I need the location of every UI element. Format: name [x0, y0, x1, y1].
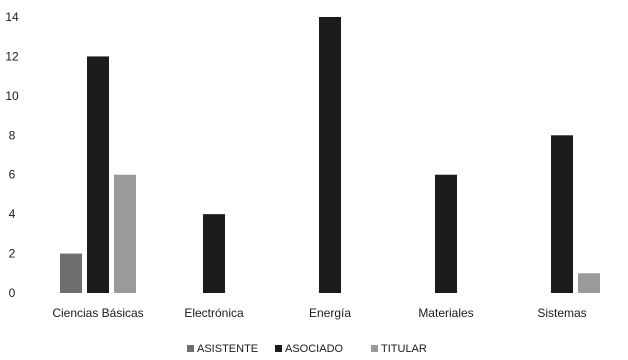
legend-swatch-asistente [187, 345, 194, 352]
x-category-label: Electrónica [184, 306, 244, 320]
legend-swatch-titular [371, 345, 378, 352]
bar-asociado-2 [319, 17, 341, 293]
y-tick-label: 0 [9, 286, 16, 300]
bar-asociado-3 [435, 174, 457, 293]
x-category-label: Sistemas [537, 306, 586, 320]
bar-titular-4 [578, 273, 600, 293]
legend-label-asociado: ASOCIADO [285, 343, 344, 355]
x-category-label: Materiales [418, 306, 473, 320]
bar-asistente-0 [60, 253, 82, 293]
y-axis-ticks: 0 2 4 6 8 10 12 14 [5, 10, 19, 300]
y-tick-label: 4 [9, 207, 16, 221]
legend-label-asistente: ASISTENTE [197, 343, 258, 355]
y-tick-label: 8 [9, 128, 16, 142]
bar-asociado-4 [551, 135, 573, 293]
y-tick-label: 2 [9, 247, 16, 261]
bar-titular-0 [114, 174, 136, 293]
y-tick-label: 6 [9, 168, 16, 182]
bars [60, 17, 600, 293]
y-tick-label: 14 [5, 10, 19, 24]
bar-asociado-1 [203, 214, 225, 293]
y-tick-label: 12 [5, 49, 19, 63]
x-category-label: Energía [309, 306, 351, 320]
legend-label-titular: TITULAR [381, 343, 427, 355]
y-tick-label: 10 [5, 89, 19, 103]
x-category-label: Ciencias Básicas [52, 306, 143, 320]
x-axis-labels: Ciencias Básicas Electrónica Energía Materi… [52, 306, 586, 320]
legend: ASISTENTE ASOCIADO TITULAR [187, 343, 427, 355]
legend-swatch-asociado [275, 345, 282, 352]
bar-asociado-0 [87, 56, 109, 293]
